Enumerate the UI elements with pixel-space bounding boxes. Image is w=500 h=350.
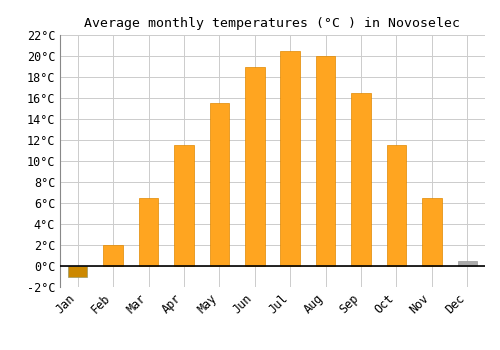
Bar: [422, 198, 442, 266]
Bar: [386, 145, 406, 266]
Bar: [139, 198, 158, 266]
Bar: [68, 266, 87, 276]
Bar: [210, 103, 229, 266]
Bar: [458, 261, 477, 266]
Title: Average monthly temperatures (°C ) in Novoselec: Average monthly temperatures (°C ) in No…: [84, 17, 460, 30]
Bar: [104, 245, 123, 266]
Bar: [352, 93, 371, 266]
Bar: [316, 56, 336, 266]
Bar: [245, 66, 264, 266]
Bar: [280, 51, 300, 266]
Bar: [174, 145, 194, 266]
